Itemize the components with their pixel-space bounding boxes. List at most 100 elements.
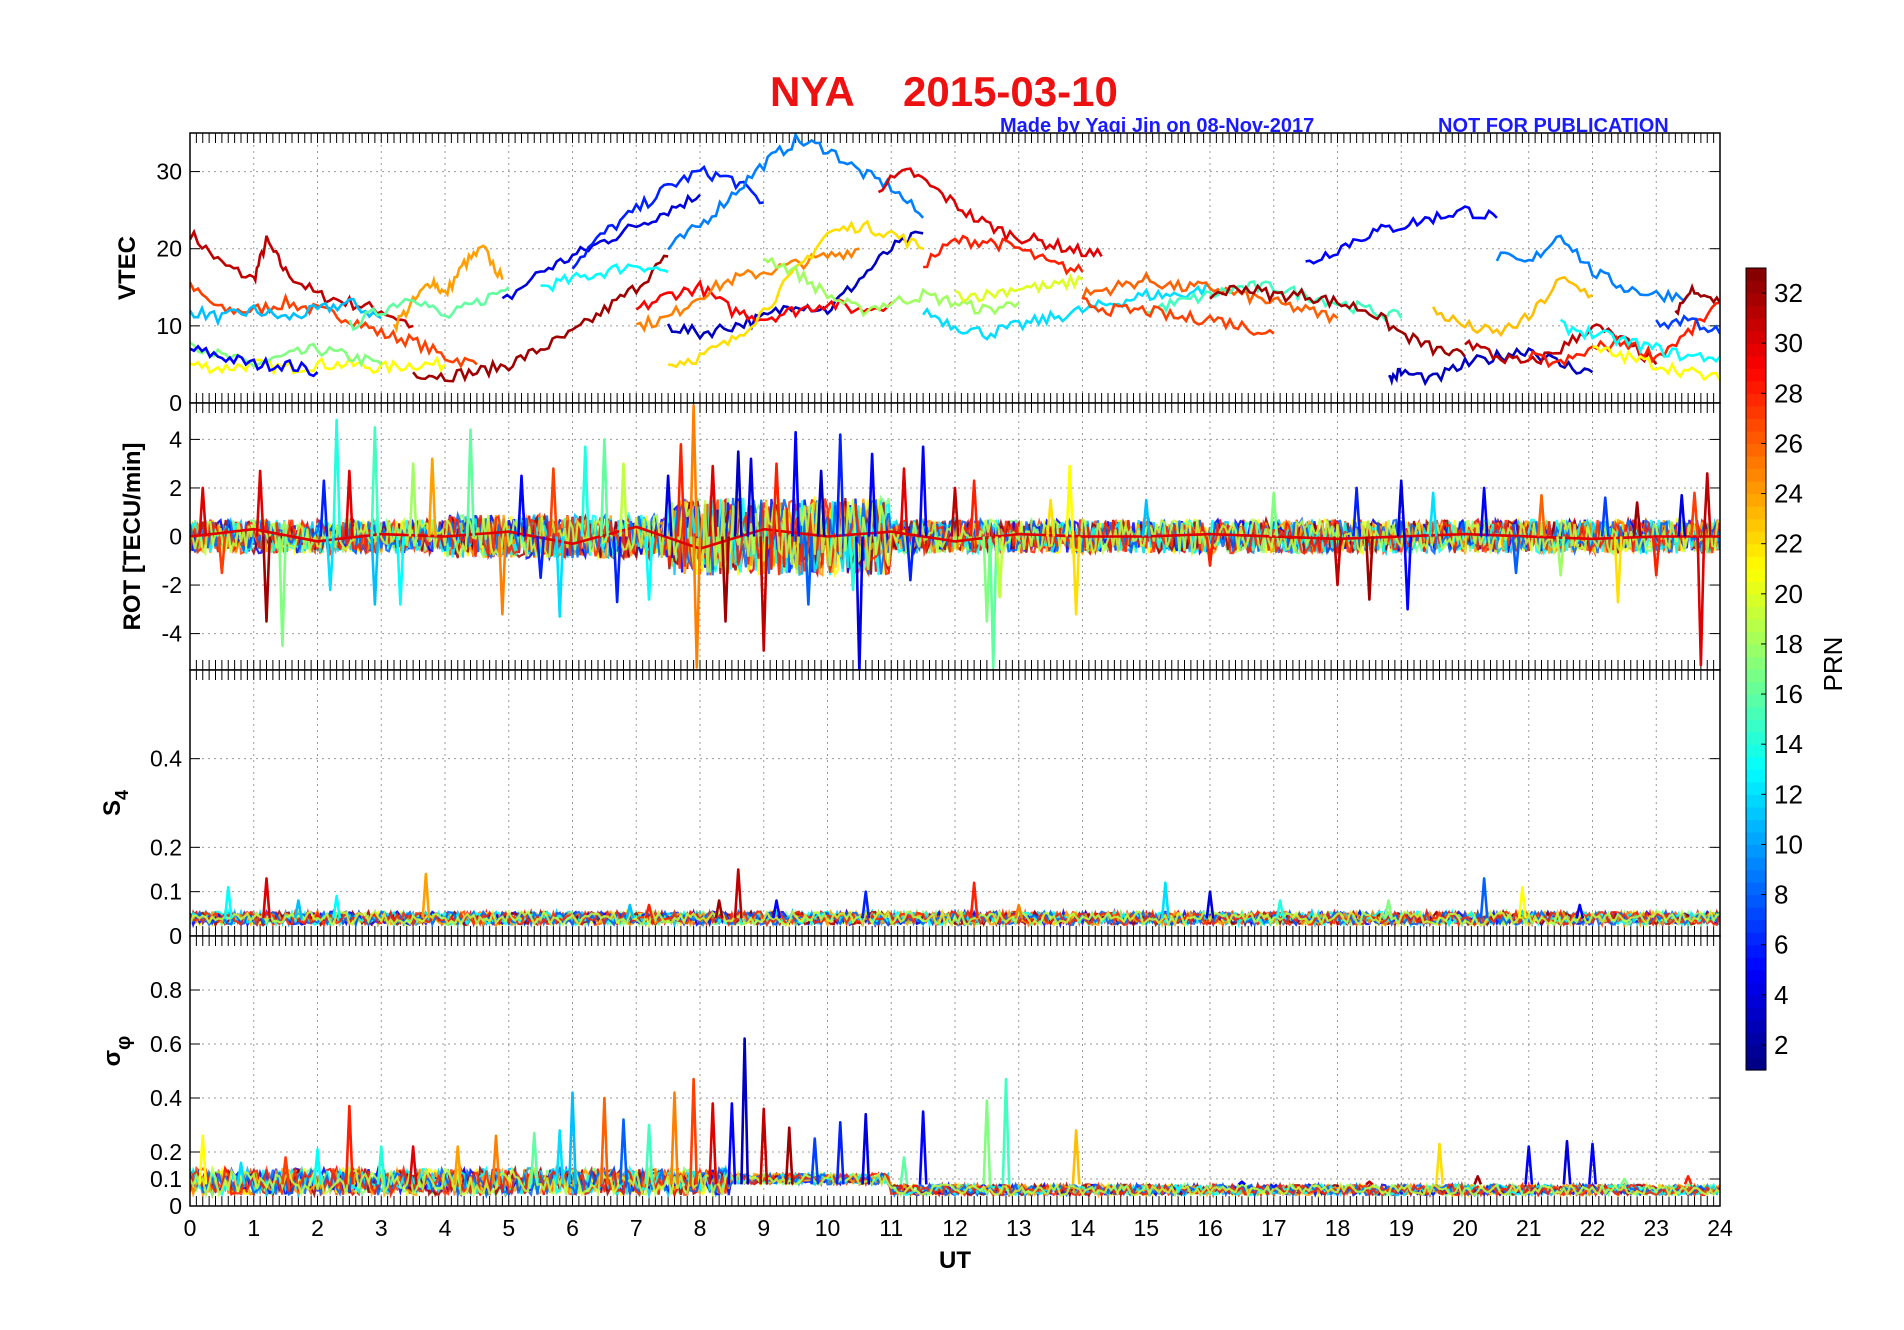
data-spike-prn-32 xyxy=(1473,1175,1483,1185)
colorbar-segment xyxy=(1746,455,1766,470)
data-spike-prn-16 xyxy=(466,428,475,537)
series-line-prn-28 xyxy=(923,234,1084,276)
colorbar-segment xyxy=(1746,932,1766,946)
data-spike-prn-17 xyxy=(982,536,992,623)
chart-title-station: NYA xyxy=(770,68,855,115)
data-spike-prn-24 xyxy=(421,872,431,919)
colorbar-segment xyxy=(1746,694,1766,708)
colorbar-segment xyxy=(1746,368,1766,382)
colorbar-segment xyxy=(1746,656,1766,670)
series-line-prn-31 xyxy=(190,228,414,329)
panel-s4: 0 0.1 0.2 0.4 S4 xyxy=(99,669,1721,949)
colorbar-segment xyxy=(1746,556,1766,570)
data-spike-prn-12 xyxy=(555,1129,565,1185)
plot-data xyxy=(190,868,1720,929)
colorbar-tick-label: 10 xyxy=(1774,829,1803,859)
data-spike-prn-14 xyxy=(848,536,858,592)
series-line-prn-27 xyxy=(1082,296,1275,337)
data-spike-prn-17 xyxy=(1620,1177,1629,1186)
colorbar-tick-label: 12 xyxy=(1774,779,1803,809)
colorbar-segment xyxy=(1746,669,1766,683)
data-spike-prn-6 xyxy=(1352,486,1362,537)
data-spike-prn-19 xyxy=(995,536,1005,599)
colorbar-tick-label: 26 xyxy=(1774,428,1803,458)
colorbar-segment xyxy=(1746,493,1766,507)
colorbar-label: PRN xyxy=(1818,637,1848,692)
data-spike-prn-27 xyxy=(548,467,558,537)
data-spike-prn-25 xyxy=(1014,903,1024,919)
colorbar-segment xyxy=(1746,293,1766,307)
data-spike-prn-13 xyxy=(644,536,654,601)
data-spike-prn-31 xyxy=(1702,472,1712,537)
data-spike-prn-22 xyxy=(1435,1142,1444,1185)
data-spike-prn-31 xyxy=(1333,536,1342,587)
data-spike-prn-25 xyxy=(670,1091,679,1185)
data-spike-prn-31 xyxy=(733,868,743,919)
data-spike-prn-11 xyxy=(293,899,303,919)
data-spike-prn-25 xyxy=(497,536,507,616)
data-spike-prn-32 xyxy=(262,536,271,623)
colorbar-segment xyxy=(1746,606,1766,620)
colorbar-segment xyxy=(1746,994,1766,1008)
data-spike-prn-16 xyxy=(529,1131,539,1185)
colorbar-segment xyxy=(1746,1007,1766,1021)
data-spike-prn-26 xyxy=(1537,493,1546,537)
chart-title-date: 2015-03-10 xyxy=(903,68,1118,115)
y-tick-label: 10 xyxy=(156,313,182,339)
colorbar-segment xyxy=(1746,769,1766,783)
colorbar-segment xyxy=(1746,794,1766,808)
colorbar-segment xyxy=(1746,355,1766,369)
x-tick-label: 21 xyxy=(1516,1215,1542,1241)
colorbar-segment xyxy=(1746,430,1766,445)
series-line-prn-30 xyxy=(877,167,1103,259)
data-spike-prn-8 xyxy=(619,1118,628,1185)
x-tick-label: 9 xyxy=(757,1215,770,1241)
y-tick-label: 0.1 xyxy=(150,1166,182,1192)
data-spike-prn-21 xyxy=(1065,464,1075,537)
data-spike-prn-5 xyxy=(727,1102,737,1185)
plot-data xyxy=(190,133,1720,387)
colorbar-segment xyxy=(1746,1032,1766,1046)
data-spike-prn-8 xyxy=(1479,877,1489,919)
colorbar-segment xyxy=(1746,806,1766,820)
data-spike-prn-32 xyxy=(784,1126,794,1185)
data-spike-prn-19 xyxy=(619,462,628,537)
data-spike-prn-11 xyxy=(625,903,635,919)
colorbar-segment xyxy=(1746,380,1766,394)
data-spike-prn-6 xyxy=(536,536,546,580)
series-line-prn-32 xyxy=(1209,283,1467,358)
data-spike-prn-13 xyxy=(1173,1183,1183,1192)
data-spike-prn-16 xyxy=(599,438,609,537)
series-line-prn-21 xyxy=(1592,345,1720,382)
colorbar-segment xyxy=(1746,856,1766,871)
x-tick-label: 12 xyxy=(942,1215,968,1241)
data-spike-prn-5 xyxy=(867,452,877,537)
colorbar-tick-label: 32 xyxy=(1774,278,1803,308)
colorbar-tick-label: 20 xyxy=(1774,579,1803,609)
y-axis-label: σφ xyxy=(99,1036,135,1067)
data-spike-prn-17 xyxy=(982,1099,992,1185)
data-spike-prn-14 xyxy=(1275,899,1285,919)
colorbar-segment xyxy=(1746,731,1766,745)
series-line-prn-5 xyxy=(190,344,319,378)
y-axis-label: S4 xyxy=(99,790,132,816)
data-spike-prn-11 xyxy=(1141,498,1151,537)
x-tick-label: 2 xyxy=(311,1215,324,1241)
y-tick-label: 30 xyxy=(156,159,182,185)
data-spike-prn-31 xyxy=(759,1107,769,1185)
sigma-noise-band xyxy=(190,1164,1720,1199)
colorbar-segment xyxy=(1746,280,1766,294)
data-spike-prn-5 xyxy=(772,899,781,919)
y-tick-label: 0.4 xyxy=(150,1085,182,1111)
series-line-prn-9 xyxy=(1495,234,1690,304)
data-spike-prn-17 xyxy=(277,536,287,648)
data-spike-prn-4 xyxy=(1562,1139,1572,1185)
data-spike-prn-12 xyxy=(1428,491,1438,537)
x-tick-label: 18 xyxy=(1325,1215,1351,1241)
y-tick-label: 0.8 xyxy=(150,977,182,1003)
data-spike-prn-13 xyxy=(395,536,405,606)
data-spike-prn-12 xyxy=(555,536,565,618)
data-spike-prn-28 xyxy=(772,462,781,537)
